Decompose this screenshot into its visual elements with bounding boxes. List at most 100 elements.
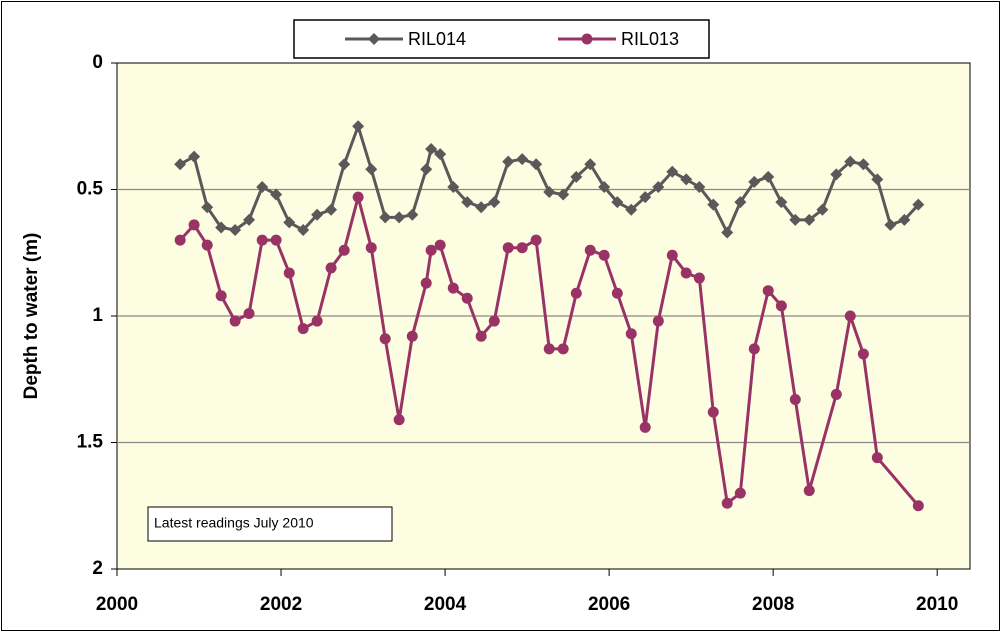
marker — [447, 282, 459, 294]
marker — [174, 158, 187, 171]
marker — [912, 198, 925, 211]
marker — [425, 244, 437, 256]
marker — [297, 223, 310, 236]
marker — [748, 343, 760, 355]
annotation: Latest readings July 2010 — [154, 515, 314, 531]
marker — [393, 211, 406, 224]
marker — [857, 348, 869, 360]
marker — [803, 213, 816, 226]
marker — [844, 155, 857, 168]
y-axis-label: Depth to water (m) — [21, 233, 42, 400]
marker — [365, 163, 378, 176]
marker — [762, 285, 774, 297]
marker — [243, 307, 255, 319]
marker — [488, 315, 500, 327]
marker — [543, 343, 555, 355]
marker — [406, 208, 419, 221]
x-tick-label: 2004 — [424, 594, 467, 615]
marker — [420, 163, 433, 176]
marker — [352, 191, 364, 203]
marker — [639, 191, 652, 204]
series — [174, 191, 924, 512]
marker — [543, 186, 556, 199]
marker — [188, 150, 201, 163]
marker — [666, 165, 679, 178]
marker — [461, 196, 474, 209]
marker — [775, 300, 787, 312]
marker — [338, 244, 350, 256]
marker — [611, 196, 624, 209]
marker — [680, 267, 692, 279]
legend-label: RIL013 — [621, 29, 679, 49]
marker — [283, 216, 296, 229]
marker — [734, 196, 747, 209]
marker — [789, 213, 802, 226]
marker — [557, 188, 570, 201]
y-tick-label: 1.5 — [77, 432, 104, 453]
marker — [898, 213, 911, 226]
marker — [270, 234, 282, 246]
y-tick-label: 0 — [92, 52, 103, 73]
marker — [598, 180, 611, 193]
marker — [488, 196, 501, 209]
marker — [502, 242, 514, 254]
marker — [680, 173, 693, 186]
marker — [734, 487, 746, 499]
y-tick-label: 2 — [92, 558, 103, 579]
marker — [570, 287, 582, 299]
legend-label: RIL014 — [408, 29, 466, 49]
marker — [475, 201, 488, 214]
legend-marker — [581, 33, 593, 45]
marker — [393, 414, 405, 426]
marker — [762, 170, 775, 183]
y-tick-label: 1 — [92, 305, 103, 326]
marker — [530, 158, 543, 171]
legend-marker — [368, 33, 380, 45]
marker — [215, 290, 227, 302]
marker — [297, 323, 309, 335]
marker — [598, 249, 610, 261]
marker — [652, 315, 664, 327]
marker — [379, 333, 391, 345]
marker — [584, 158, 597, 171]
marker — [557, 343, 569, 355]
marker — [325, 203, 338, 216]
marker — [256, 180, 269, 193]
marker — [188, 219, 200, 231]
marker — [652, 180, 665, 193]
marker — [406, 330, 418, 342]
annotation-box — [147, 506, 393, 542]
marker — [365, 242, 377, 254]
marker — [570, 170, 583, 183]
marker — [584, 244, 596, 256]
marker — [174, 234, 186, 246]
marker — [707, 198, 720, 211]
marker — [201, 239, 213, 251]
marker — [516, 153, 529, 166]
marker — [502, 155, 515, 168]
x-tick-label: 2008 — [752, 594, 794, 615]
marker — [639, 421, 651, 433]
marker — [516, 242, 528, 254]
x-tick-label: 2010 — [916, 594, 958, 615]
marker — [721, 226, 734, 239]
marker — [707, 406, 719, 418]
marker — [270, 188, 283, 201]
x-tick-label: 2006 — [588, 594, 630, 615]
marker — [803, 485, 815, 497]
marker — [775, 196, 788, 209]
x-tick-label: 2000 — [96, 594, 138, 615]
marker — [721, 497, 733, 509]
marker — [229, 223, 242, 236]
marker — [625, 328, 637, 340]
marker — [611, 287, 623, 299]
series — [174, 120, 925, 239]
marker — [693, 180, 706, 193]
marker — [352, 120, 365, 133]
marker — [434, 148, 447, 161]
marker — [311, 315, 323, 327]
marker — [425, 143, 438, 156]
marker — [666, 249, 678, 261]
